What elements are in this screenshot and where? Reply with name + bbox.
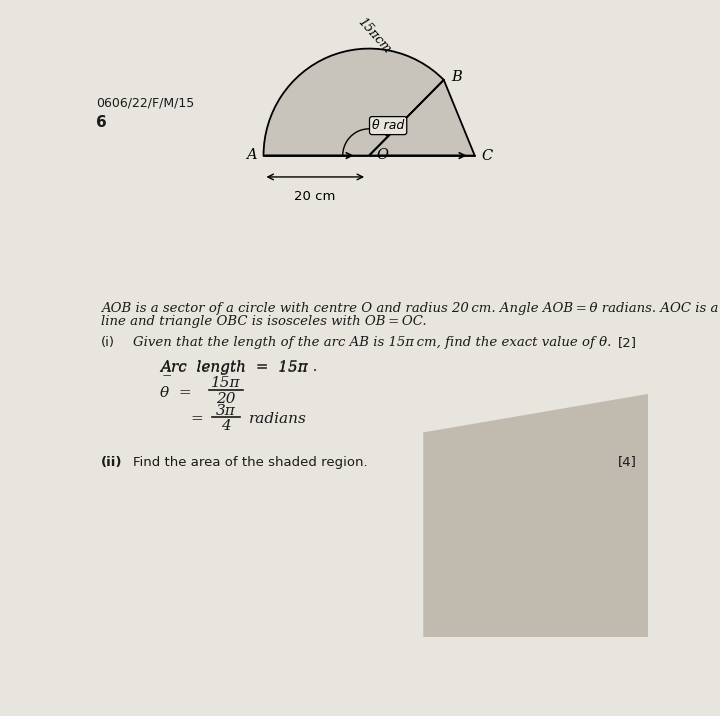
Text: (i): (i) bbox=[101, 337, 115, 349]
Text: [2]: [2] bbox=[618, 337, 637, 349]
Text: [4]: [4] bbox=[618, 455, 637, 468]
Text: 3π: 3π bbox=[216, 404, 235, 418]
Text: A: A bbox=[246, 148, 257, 162]
Polygon shape bbox=[423, 394, 648, 637]
Text: 4: 4 bbox=[221, 419, 230, 432]
Text: Find the area of the shaded region.: Find the area of the shaded region. bbox=[132, 455, 367, 468]
Text: (ii): (ii) bbox=[101, 455, 122, 468]
Wedge shape bbox=[264, 49, 444, 155]
Text: A̲rc  length  =  15π: A̲rc length = 15π bbox=[160, 360, 307, 375]
Text: θ  =: θ = bbox=[160, 386, 192, 400]
Text: 6: 6 bbox=[96, 115, 107, 130]
Text: line and triangle OBC is isosceles with OB = OC.: line and triangle OBC is isosceles with … bbox=[101, 315, 426, 329]
Polygon shape bbox=[369, 80, 474, 155]
Text: O: O bbox=[377, 148, 389, 162]
Text: 15π: 15π bbox=[211, 376, 240, 390]
Text: C: C bbox=[481, 149, 492, 163]
Text: 8: 8 bbox=[364, 97, 374, 112]
Text: =: = bbox=[191, 412, 204, 427]
Text: 15πcm: 15πcm bbox=[355, 15, 394, 56]
Text: radians: radians bbox=[249, 412, 307, 427]
Text: Given that the length of the arc AB is 15π cm, find the exact value of θ.: Given that the length of the arc AB is 1… bbox=[132, 337, 611, 349]
Text: B: B bbox=[451, 70, 462, 84]
Text: Arc  length  =  15π .: Arc length = 15π . bbox=[160, 360, 318, 374]
Text: AOB is a sector of a circle with centre O and radius 20 cm. Angle AOB = θ radian: AOB is a sector of a circle with centre … bbox=[101, 301, 720, 314]
Text: 20: 20 bbox=[216, 392, 235, 405]
Text: 0606/22/F/M/15: 0606/22/F/M/15 bbox=[96, 97, 194, 110]
Text: θ rad: θ rad bbox=[372, 119, 404, 132]
Text: 20 cm: 20 cm bbox=[294, 190, 335, 203]
